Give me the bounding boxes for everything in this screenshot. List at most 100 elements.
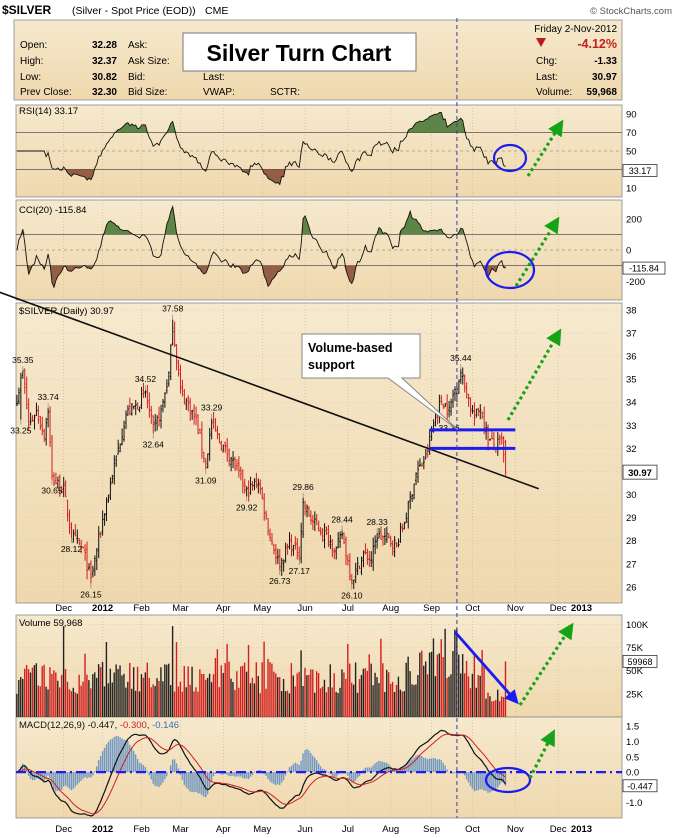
macd-histogram-bar bbox=[199, 772, 201, 794]
volume-bar bbox=[271, 663, 273, 717]
macd-histogram-bar bbox=[173, 759, 176, 773]
macd-x-tick-label: 2013 bbox=[571, 824, 592, 835]
price-tick-label: 32 bbox=[626, 444, 637, 455]
volume-bar bbox=[25, 664, 28, 717]
pivot-label: 35.44 bbox=[450, 353, 472, 363]
price-x-tick-label: Apr bbox=[216, 603, 231, 614]
macd-histogram-bar bbox=[354, 772, 357, 781]
volume-bar bbox=[230, 678, 232, 717]
macd-histogram-bar bbox=[94, 771, 96, 773]
macd-histogram-bar bbox=[228, 772, 230, 777]
macd-x-tick-label: Dec bbox=[550, 824, 567, 835]
volume-bar bbox=[339, 687, 341, 717]
volume-bar bbox=[310, 669, 312, 717]
macd-x-tick-label: Sep bbox=[423, 824, 440, 835]
macd-x-tick-label: Feb bbox=[133, 824, 149, 835]
volume-bar bbox=[232, 682, 234, 717]
volume-bar bbox=[308, 674, 310, 717]
volume-bar bbox=[160, 667, 162, 717]
macd-histogram-bar bbox=[150, 772, 152, 780]
symbol-description: (Silver - Spot Price (EOD)) bbox=[72, 5, 196, 17]
volume-bar bbox=[386, 669, 388, 717]
macd-histogram-bar bbox=[193, 772, 195, 793]
volume-bar bbox=[300, 650, 302, 717]
bid-size-label: Bid Size: bbox=[128, 87, 167, 98]
volume-bar bbox=[74, 692, 76, 717]
price-tick-label: 37 bbox=[626, 329, 637, 340]
macd-histogram-bar bbox=[271, 772, 273, 783]
macd-histogram-bar bbox=[35, 772, 38, 779]
open-value: 32.28 bbox=[92, 40, 117, 51]
macd-histogram-bar bbox=[127, 741, 129, 773]
price-x-tick-label: Feb bbox=[133, 603, 149, 614]
macd-histogram-bar bbox=[280, 772, 283, 783]
macd-tick-label: 1.0 bbox=[626, 737, 639, 748]
macd-histogram-bar bbox=[253, 772, 256, 773]
volume-bar bbox=[255, 662, 258, 717]
volume-bar bbox=[378, 683, 380, 717]
pivot-label: 31.09 bbox=[195, 475, 217, 485]
macd-histogram-bar bbox=[426, 759, 429, 773]
price-tick-label: 33 bbox=[626, 421, 637, 432]
volume-bar bbox=[432, 638, 435, 717]
green-dotted-arrow bbox=[514, 216, 560, 287]
volume-bar bbox=[173, 691, 176, 717]
volume-bar bbox=[37, 685, 39, 717]
macd-histogram-bar bbox=[191, 772, 193, 792]
macd-histogram-bar bbox=[389, 766, 392, 773]
macd-histogram-bar bbox=[185, 772, 187, 788]
volume-bar bbox=[99, 667, 102, 717]
macd-histogram-bar bbox=[101, 751, 104, 773]
volume-bar bbox=[68, 689, 71, 717]
macd-histogram-bar bbox=[366, 767, 368, 773]
volume-bar bbox=[191, 666, 193, 717]
volume-bar bbox=[282, 678, 285, 717]
volume-bar bbox=[84, 653, 86, 717]
macd-histogram-bar bbox=[401, 768, 404, 773]
volume-bar bbox=[111, 682, 113, 717]
rsi-line bbox=[17, 112, 506, 186]
volume-bar bbox=[101, 661, 104, 717]
macd-histogram-bar bbox=[76, 772, 78, 785]
watermark: © StockCharts.com bbox=[590, 6, 672, 17]
volume-bar bbox=[354, 662, 357, 717]
volume-bar bbox=[491, 701, 493, 717]
macd-histogram-bar bbox=[314, 757, 316, 773]
macd-histogram-bar bbox=[479, 772, 481, 790]
macd-histogram-bar bbox=[113, 736, 115, 773]
macd-histogram-bar bbox=[82, 772, 84, 779]
volume-bar bbox=[31, 667, 34, 717]
volume-bar bbox=[22, 678, 24, 717]
volume-bar bbox=[127, 681, 129, 717]
volume-bar bbox=[245, 671, 248, 717]
macd-histogram-bar bbox=[142, 765, 145, 773]
cci-tick-label: -200 bbox=[626, 277, 645, 288]
macd-histogram-bar bbox=[452, 772, 454, 774]
volume-bar bbox=[249, 683, 252, 717]
macd-histogram-bar bbox=[405, 765, 407, 773]
callout-line-1: Volume-based bbox=[308, 341, 393, 355]
volume-bar bbox=[321, 686, 324, 717]
volume-bar bbox=[440, 639, 442, 717]
volume-bar bbox=[267, 658, 269, 717]
volume-bar bbox=[483, 666, 485, 717]
cci-circle bbox=[484, 250, 536, 290]
bid-label: Bid: bbox=[128, 72, 145, 83]
macd-histogram-bar bbox=[454, 772, 456, 774]
volume-bar bbox=[358, 678, 361, 717]
macd-histogram-bar bbox=[138, 762, 141, 773]
macd-histogram-bar bbox=[421, 756, 423, 773]
cci-panel-label: CCI(20) -115.84 bbox=[19, 205, 86, 216]
volume-bar bbox=[292, 675, 294, 717]
volume-bar bbox=[20, 677, 22, 717]
macd-histogram-bar bbox=[376, 762, 378, 773]
volume-bar bbox=[444, 628, 446, 717]
volume-bar bbox=[380, 638, 382, 717]
volume-decline-arrow bbox=[453, 631, 519, 705]
macd-histogram-bar bbox=[273, 772, 275, 785]
macd-histogram-bar bbox=[300, 760, 302, 773]
volume-bar bbox=[278, 677, 281, 717]
price-tick-label: 28 bbox=[626, 536, 637, 547]
macd-histogram-bar bbox=[333, 772, 335, 778]
macd-histogram-bar bbox=[368, 767, 370, 773]
